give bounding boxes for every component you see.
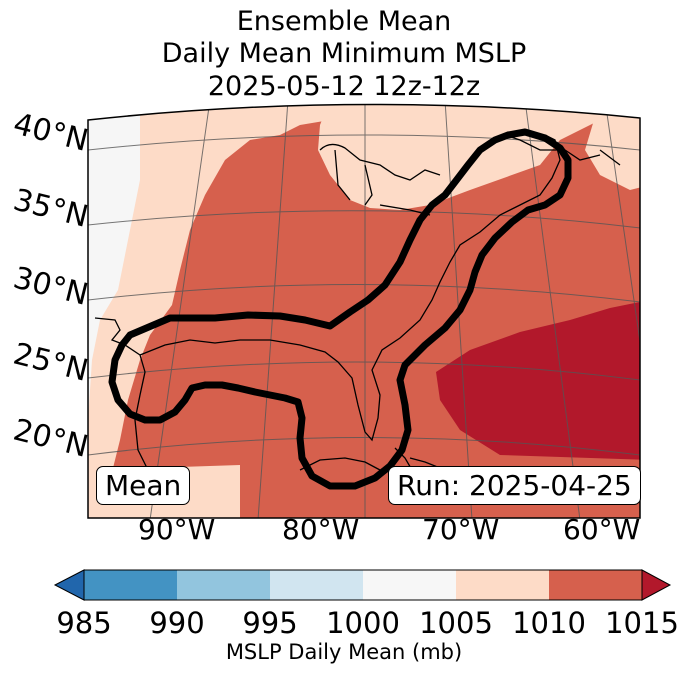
coastlines <box>94 134 621 479</box>
colorbar-extend-max <box>641 569 672 601</box>
colorbar-label: MSLP Daily Mean (mb) <box>225 640 463 664</box>
colorbar-seg-985 <box>84 570 177 600</box>
field-1000-1005 <box>88 104 140 420</box>
lon-label-60w: 60°W <box>563 513 641 546</box>
lon-label-80w: 80°W <box>282 513 360 546</box>
graticule <box>88 104 640 518</box>
colorbar-tick-1005: 1005 <box>419 606 493 640</box>
lon-label-70w: 70°W <box>422 513 500 546</box>
colorbar-frame <box>83 569 643 601</box>
colorbar-seg-995 <box>270 570 363 600</box>
map-frame <box>87 103 641 519</box>
mean-box: Mean <box>96 466 191 505</box>
field-1005-1010-west <box>88 104 330 518</box>
colorbar-seg-990 <box>177 570 270 600</box>
contour-outline <box>108 128 572 490</box>
colorbar-tick-995: 995 <box>242 606 298 640</box>
title-line-3: 2025-05-12 12z-12z <box>207 71 481 102</box>
title-line-2: Daily Mean Minimum MSLP <box>161 38 527 69</box>
colorbar-extend-min <box>53 569 85 601</box>
colorbar-seg-1000 <box>363 570 456 600</box>
colorbar-seg-1010 <box>549 570 642 600</box>
colorbar-tick-985: 985 <box>56 606 112 640</box>
colorbar-tick-1010: 1010 <box>512 606 586 640</box>
colorbar-tick-1000: 1000 <box>326 606 400 640</box>
field-1005-1010-north <box>318 104 600 210</box>
field-1005-1010-ne <box>585 104 640 190</box>
colorbar-seg-1005 <box>456 570 549 600</box>
colorbar-tick-990: 990 <box>149 606 205 640</box>
field-above-1015 <box>436 300 640 460</box>
colorbar <box>53 569 672 601</box>
colorbar-tick-1015: 1015 <box>605 606 679 640</box>
lon-label-90w: 90°W <box>138 513 216 546</box>
run-date-box: Run: 2025-04-25 <box>388 466 641 505</box>
title-line-1: Ensemble Mean <box>236 6 452 37</box>
